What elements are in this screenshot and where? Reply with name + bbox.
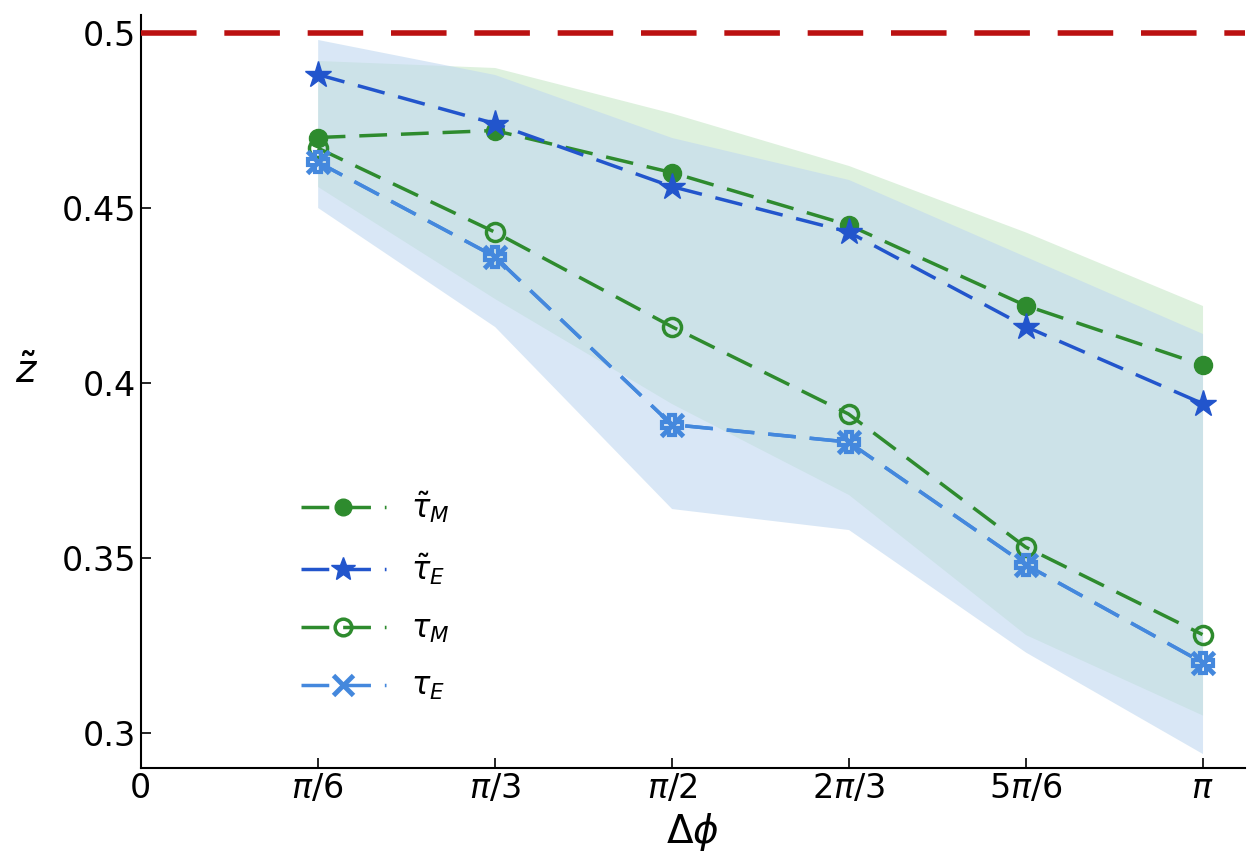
X-axis label: $\Delta\phi$: $\Delta\phi$ <box>667 811 719 853</box>
Legend: $\tilde{\tau}_M$, $\tilde{\tau}_E$, $\tau_M$, $\tau_E$: $\tilde{\tau}_M$, $\tilde{\tau}_E$, $\ta… <box>289 477 461 714</box>
Y-axis label: $\tilde{z}$: $\tilde{z}$ <box>15 353 38 391</box>
